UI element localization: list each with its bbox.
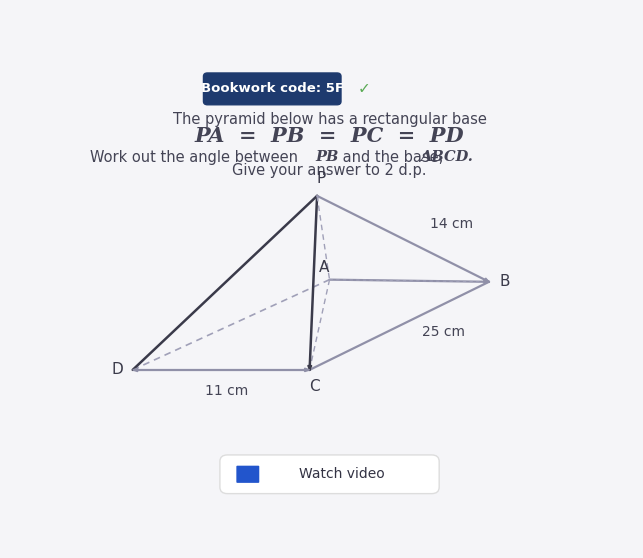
Polygon shape bbox=[484, 278, 489, 282]
Text: The pyramid below has a rectangular base: The pyramid below has a rectangular base bbox=[172, 112, 487, 127]
Polygon shape bbox=[308, 365, 312, 370]
Text: Give your answer to 2 d.p.: Give your answer to 2 d.p. bbox=[232, 163, 427, 179]
FancyBboxPatch shape bbox=[220, 455, 439, 494]
Polygon shape bbox=[305, 368, 310, 372]
Text: D: D bbox=[112, 362, 123, 377]
Polygon shape bbox=[484, 280, 489, 283]
Text: A: A bbox=[320, 261, 330, 275]
Text: Watch video: Watch video bbox=[299, 467, 385, 482]
Text: Work out the angle between: Work out the angle between bbox=[90, 150, 303, 165]
Text: B: B bbox=[500, 275, 511, 289]
Text: P: P bbox=[316, 171, 326, 186]
Text: ✓: ✓ bbox=[358, 81, 371, 97]
Polygon shape bbox=[132, 368, 138, 372]
Text: C: C bbox=[309, 379, 320, 395]
FancyBboxPatch shape bbox=[203, 73, 341, 105]
Text: 14 cm: 14 cm bbox=[430, 217, 474, 231]
Text: PA  =  PB  =  PC  =  PD: PA = PB = PC = PD bbox=[195, 126, 464, 146]
Text: Bookwork code: 5F: Bookwork code: 5F bbox=[201, 83, 344, 95]
Text: and the base,: and the base, bbox=[338, 150, 448, 165]
Text: 25 cm: 25 cm bbox=[422, 325, 465, 339]
Text: 11 cm: 11 cm bbox=[204, 383, 248, 398]
Text: ABCD.: ABCD. bbox=[421, 150, 473, 164]
Text: PB: PB bbox=[316, 150, 339, 164]
FancyBboxPatch shape bbox=[237, 466, 259, 483]
